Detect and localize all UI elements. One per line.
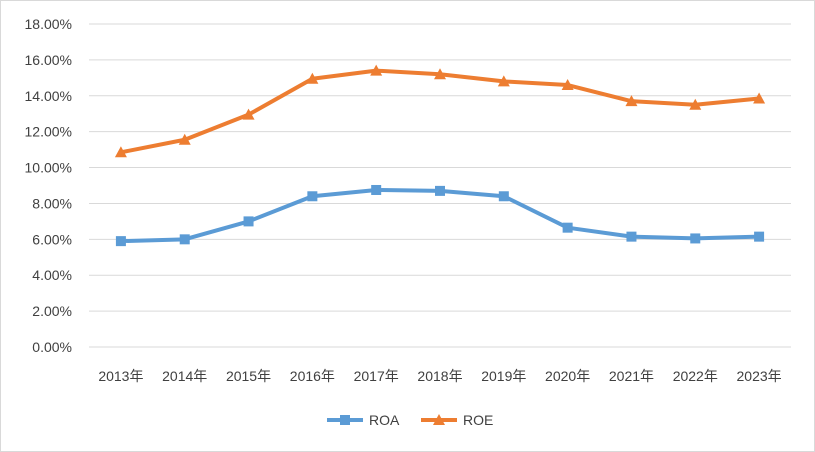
plot-series [114,64,766,247]
data-point-roe [497,75,510,87]
data-point-roa [690,233,701,244]
y-tick-label: 8.00% [32,195,72,211]
legend-marker [340,415,350,425]
legend-item-roa: ROA [327,412,400,428]
data-point-roe [689,98,702,110]
data-point-roe [306,72,319,84]
y-tick-label: 6.00% [32,231,72,247]
y-axis: 0.00% 2.00% 4.00% 6.00% 8.00% 10.00% 12.00% 14.… [25,16,72,355]
data-point-roa [115,236,126,247]
data-point-roa [307,191,318,202]
x-tick-label: 2014年 [162,368,207,384]
x-tick-label: 2017年 [354,368,399,384]
x-tick-label: 2018年 [417,368,462,384]
series-line-roa [118,187,762,244]
y-tick-label: 12.00% [25,124,72,140]
x-tick-label: 2015年 [226,368,271,384]
series-line-roe [118,68,762,155]
data-point-roa [626,231,637,242]
data-point-roa [179,234,190,245]
data-point-roe [178,133,191,145]
x-tick-label: 2020年 [545,368,590,384]
x-axis: 2013年 2014年 2015年 2016年 2017年 2018年 2019年 2020年… [98,368,781,384]
legend-label: ROA [369,412,400,428]
y-tick-label: 0.00% [32,339,72,355]
y-tick-label: 18.00% [25,16,72,32]
x-tick-label: 2013年 [98,368,143,384]
data-point-roa [498,191,509,202]
data-point-roe [370,64,383,76]
y-tick-label: 14.00% [25,88,72,104]
data-point-roe [242,108,255,120]
data-point-roa [371,184,382,195]
data-point-roe [561,79,574,91]
x-tick-label: 2022年 [673,368,718,384]
data-point-roe [753,92,766,104]
x-tick-label: 2016年 [290,368,335,384]
series-roa [115,184,765,247]
data-point-roa [754,231,765,242]
data-point-roa [435,185,445,196]
y-tick-label: 2.00% [32,303,72,319]
legend: ROA ROE [327,412,493,428]
data-point-roe [434,68,446,80]
series-roe [114,64,766,158]
y-tick-label: 16.00% [25,52,72,68]
legend-label: ROE [463,412,493,428]
data-point-roe [114,146,127,158]
legend-marker [433,414,445,425]
x-tick-label: 2019年 [481,368,526,384]
legend-item-roe: ROE [421,412,493,428]
data-point-roa [243,216,254,227]
x-tick-label: 2023年 [737,368,782,384]
y-tick-label: 4.00% [32,267,72,283]
data-point-roa [562,222,573,233]
x-tick-label: 2021年 [609,368,654,384]
y-tick-label: 10.00% [25,160,72,176]
data-point-roe [625,95,638,107]
